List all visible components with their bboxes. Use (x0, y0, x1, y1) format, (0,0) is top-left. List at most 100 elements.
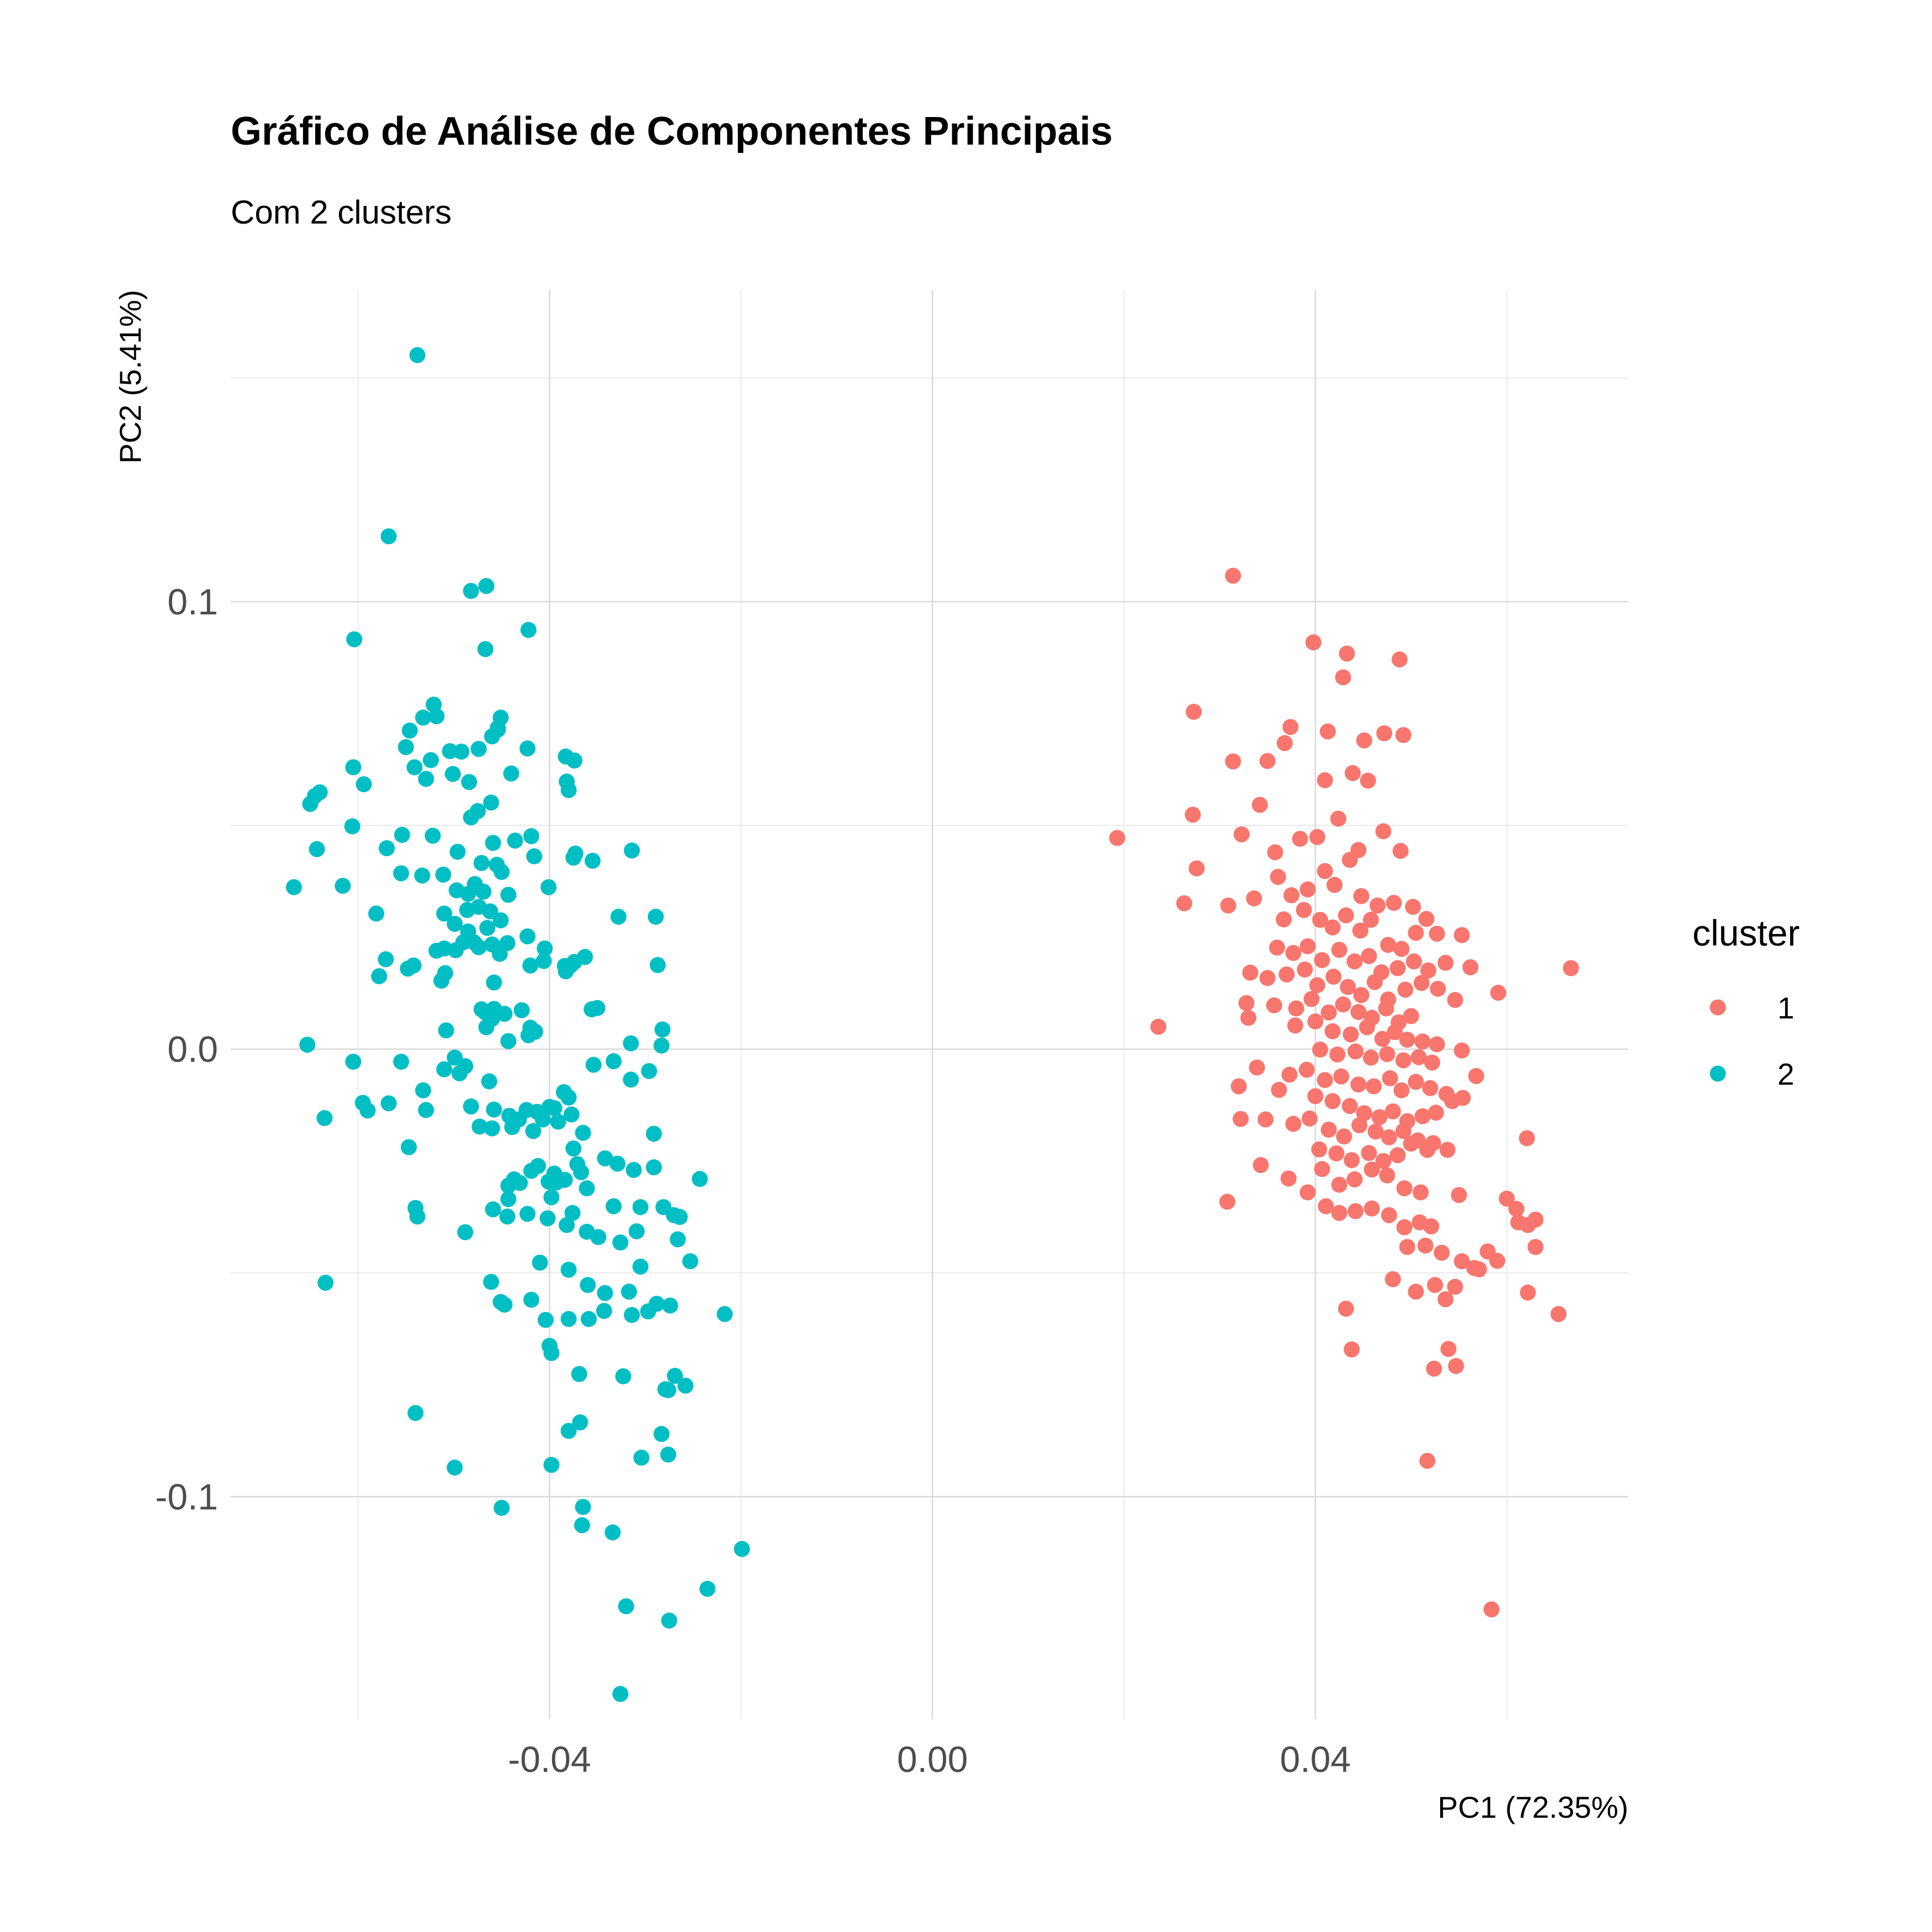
data-point (578, 1180, 595, 1197)
data-point (1359, 1019, 1376, 1036)
data-point (1466, 1260, 1483, 1276)
data-point (1269, 940, 1286, 956)
x-tick-label: 0.00 (897, 1739, 968, 1780)
data-point (486, 974, 502, 991)
data-point (460, 885, 476, 902)
data-point (535, 953, 552, 969)
data-point (491, 946, 508, 962)
data-point (496, 1297, 513, 1313)
data-point (609, 1155, 626, 1172)
data-point (422, 752, 439, 768)
data-point (1314, 952, 1330, 968)
data-point (485, 1201, 501, 1218)
legend-key-1 (1710, 999, 1726, 1016)
data-point (523, 828, 540, 845)
data-point (1378, 1000, 1394, 1017)
data-point (1335, 996, 1351, 1013)
data-point (550, 1113, 566, 1130)
data-point (618, 1598, 634, 1615)
data-point (345, 759, 362, 776)
data-point (1347, 1203, 1364, 1219)
data-point (692, 1171, 708, 1187)
data-point (371, 968, 388, 985)
data-point (1437, 1291, 1454, 1308)
data-point (1376, 725, 1393, 741)
data-point (1440, 1341, 1457, 1357)
data-point (1312, 911, 1329, 928)
data-point (478, 578, 495, 595)
data-point (407, 1405, 424, 1421)
data-point (1392, 651, 1408, 668)
data-point (596, 1303, 612, 1319)
data-point (1186, 703, 1202, 720)
data-point (1344, 1152, 1360, 1169)
data-point (415, 1082, 432, 1098)
data-point (1453, 1042, 1470, 1059)
data-point (1371, 1109, 1388, 1126)
data-point (1318, 1198, 1334, 1214)
data-point (538, 1312, 554, 1328)
data-point (1270, 869, 1286, 885)
data-point (453, 744, 470, 760)
data-point (1367, 1123, 1384, 1140)
data-point (1453, 927, 1470, 943)
data-point (1389, 1147, 1406, 1164)
data-point (1257, 1111, 1274, 1128)
data-point (1550, 1306, 1567, 1323)
data-point (660, 1382, 677, 1398)
data-point (1419, 1452, 1436, 1469)
data-point (1341, 852, 1358, 868)
data-point (1301, 1110, 1318, 1127)
data-point (1413, 1184, 1429, 1201)
data-point (470, 939, 487, 956)
plot-grid (231, 290, 1628, 1719)
data-point (1399, 1032, 1415, 1048)
data-point (401, 1139, 417, 1155)
y-tick-label: 0.0 (167, 1029, 218, 1070)
data-point (1414, 1033, 1431, 1050)
data-point (418, 1102, 434, 1118)
data-point (534, 1111, 551, 1128)
data-point (1434, 1245, 1450, 1261)
data-point (585, 852, 601, 869)
data-point (1336, 1128, 1352, 1145)
data-point (463, 1098, 479, 1114)
data-point (1329, 1046, 1346, 1063)
data-point (1366, 974, 1383, 990)
data-point (1240, 1010, 1257, 1026)
data-point (492, 912, 509, 928)
data-point (1283, 887, 1300, 904)
data-point (575, 1499, 591, 1515)
data-point (1508, 1201, 1525, 1217)
data-point (424, 827, 441, 844)
data-point (1353, 888, 1370, 904)
data-point (1278, 966, 1295, 983)
y-tick-label: -0.1 (155, 1476, 218, 1517)
data-point (649, 957, 666, 973)
data-point (359, 1102, 376, 1119)
data-point (335, 878, 351, 894)
data-point (1380, 937, 1397, 953)
data-point (1346, 1171, 1363, 1188)
data-point (500, 1191, 517, 1207)
data-point (503, 765, 519, 782)
data-point (1246, 890, 1262, 906)
data-point (1233, 826, 1250, 843)
data-point (590, 1229, 607, 1245)
data-point (1423, 1218, 1440, 1235)
data-point (1337, 1301, 1354, 1317)
data-point (1309, 977, 1325, 994)
data-point (606, 1053, 622, 1070)
data-point (1350, 1076, 1367, 1093)
data-point (620, 1283, 637, 1300)
data-point (317, 1275, 334, 1291)
data-point (610, 909, 627, 925)
data-point (436, 1061, 453, 1078)
data-point (662, 1297, 678, 1314)
data-point (1386, 895, 1402, 911)
data-point (1324, 1093, 1341, 1110)
data-point (457, 1058, 474, 1074)
data-point (482, 903, 498, 920)
data-point (1418, 911, 1435, 927)
data-point (1259, 970, 1276, 986)
